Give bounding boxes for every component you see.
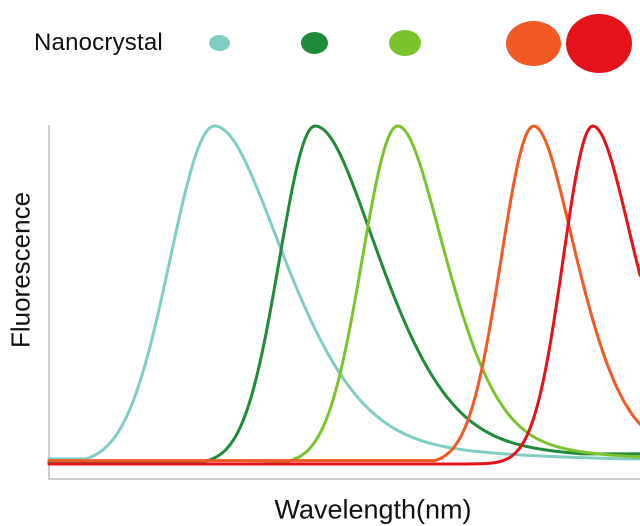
legend-dot-red [566, 14, 632, 73]
series-line-light-green [47, 124, 640, 466]
series-line-teal [47, 124, 640, 461]
curves-group [47, 124, 640, 466]
legend-dot-orange [506, 21, 561, 66]
legend-dot-dark-green [301, 32, 328, 54]
series-line-orange [47, 124, 640, 463]
legend-dot-teal [209, 35, 230, 51]
series-line-red [47, 124, 640, 466]
legend-dot-light-green [389, 30, 421, 56]
legend-label: Nanocrystal [34, 29, 163, 56]
y-axis-label: Fluorescence [5, 191, 36, 349]
series-line-dark-green [47, 124, 640, 464]
legend: Nanocrystal [0, 0, 640, 90]
x-axis-label: Wavelength(nm) [274, 494, 472, 525]
